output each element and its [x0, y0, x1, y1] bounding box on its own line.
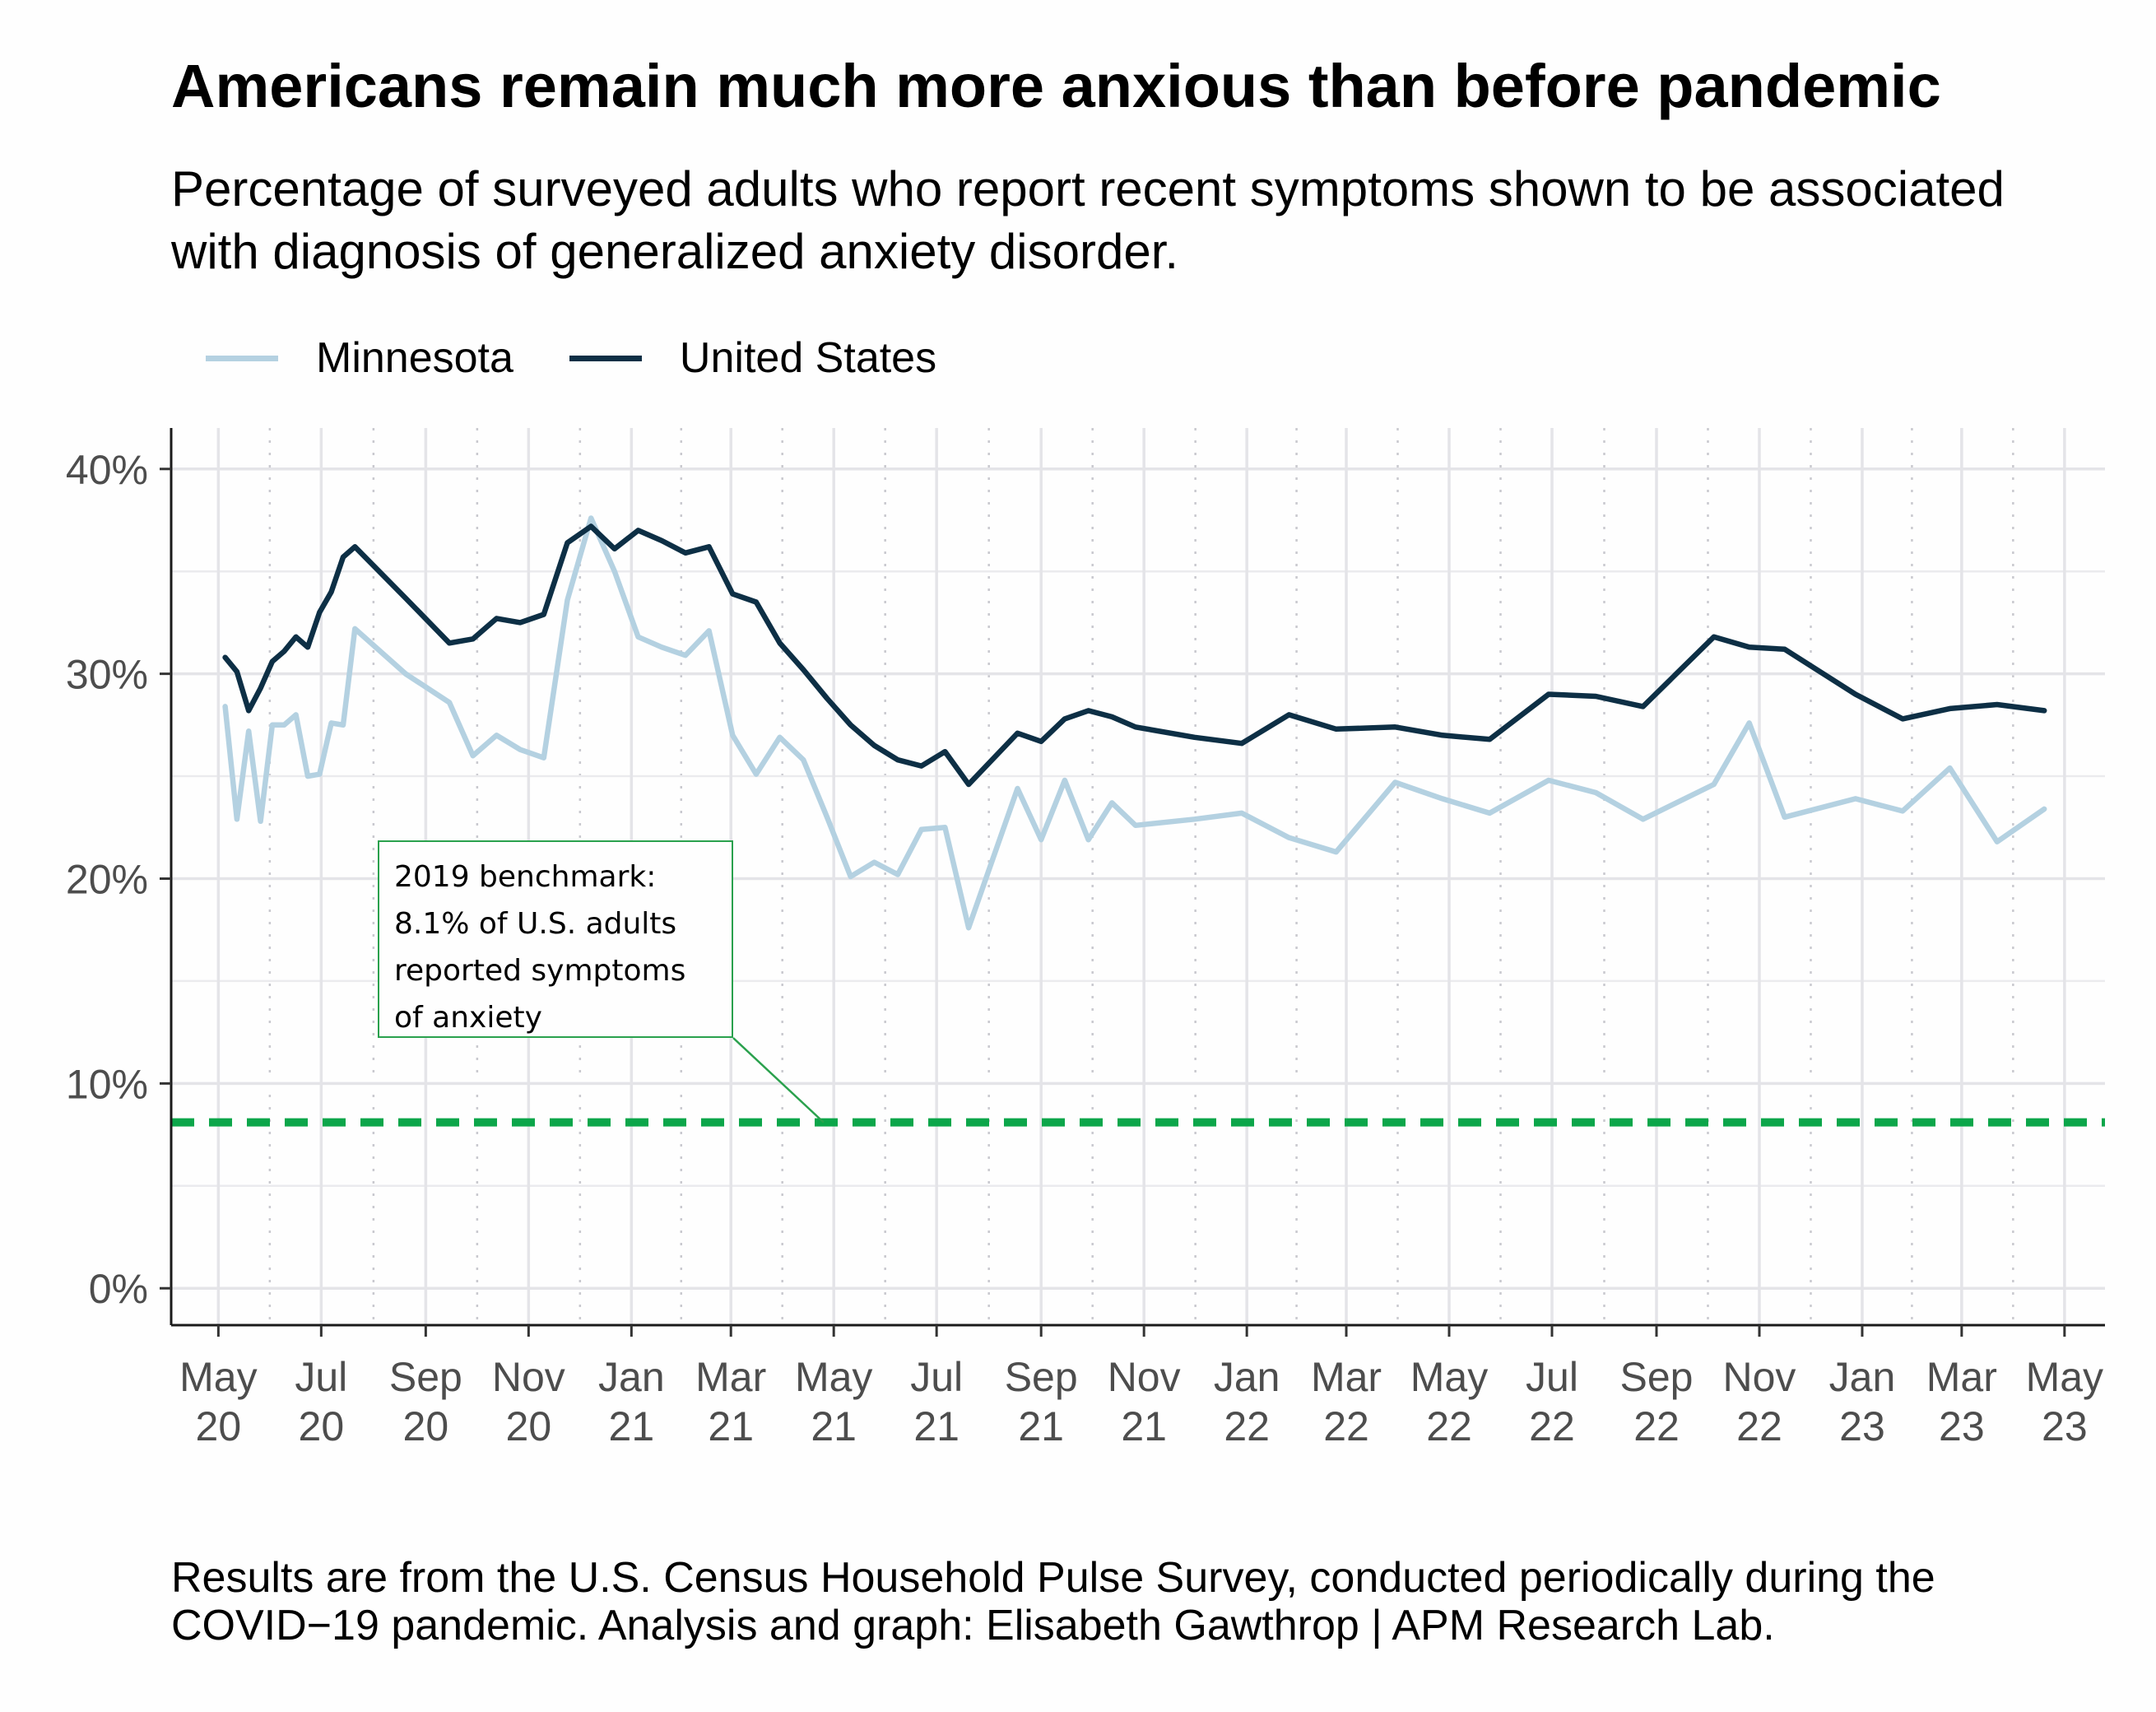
- x-tick-label: Jul 20: [295, 1354, 347, 1449]
- x-tick-label: Jul 21: [910, 1354, 963, 1449]
- y-tick-label: 30%: [66, 652, 148, 698]
- series-line-united-states: [222, 523, 2047, 788]
- legend-swatch-minnesota: [206, 355, 278, 361]
- x-tick-year: 22: [1529, 1403, 1575, 1449]
- x-tick-month: May: [2026, 1354, 2103, 1400]
- series-layer: [222, 515, 2047, 931]
- x-tick-month: Mar: [1926, 1354, 1997, 1400]
- x-tick-month: Jul: [910, 1354, 963, 1400]
- annotation-line: 8.1% of U.S. adults: [394, 907, 677, 941]
- x-tick-year: 22: [1633, 1403, 1680, 1449]
- x-tick-label: May 20: [179, 1354, 257, 1449]
- x-tick-label: Nov 21: [1108, 1354, 1181, 1449]
- x-tick-label: Sep 21: [1005, 1354, 1078, 1449]
- chart-title: Americans remain much more anxious than …: [171, 52, 1941, 120]
- annotation-leader-line: [732, 1037, 825, 1124]
- x-tick-month: Mar: [695, 1354, 766, 1400]
- legend-item-minnesota: Minnesota: [206, 333, 513, 383]
- x-tick-month: Jul: [1526, 1354, 1578, 1400]
- x-tick-label: Nov 22: [1723, 1354, 1796, 1449]
- x-tick-label: May 23: [2026, 1354, 2103, 1449]
- x-tick-month: Jan: [598, 1354, 665, 1400]
- x-tick-label: Mar 23: [1926, 1354, 1997, 1449]
- annotation-line: of anxiety: [394, 1001, 542, 1035]
- x-tick-year: 21: [1121, 1403, 1167, 1449]
- minor-vertical-gridlines: [268, 428, 2014, 1325]
- x-tick-year: 21: [913, 1403, 960, 1449]
- x-tick-year: 23: [2042, 1403, 2088, 1449]
- chart-caption: Results are from the U.S. Census Househo…: [171, 1554, 1935, 1649]
- x-tick-label: Jan 21: [598, 1354, 665, 1449]
- x-tick-label: Sep 20: [389, 1354, 462, 1449]
- x-tick-year: 22: [1323, 1403, 1369, 1449]
- x-tick-label: Jan 22: [1214, 1354, 1280, 1449]
- annotation-line: reported symptoms: [394, 954, 686, 988]
- legend-label-minnesota: Minnesota: [316, 334, 513, 382]
- x-tick-year: 22: [1736, 1403, 1782, 1449]
- x-tick-month: Jul: [295, 1354, 347, 1400]
- annotation-line: 2019 benchmark:: [394, 860, 657, 894]
- x-tick-month: Sep: [1620, 1354, 1694, 1400]
- benchmark-annotation: 2019 benchmark: 8.1% of U.S. adults repo…: [378, 840, 733, 1038]
- y-tick-label: 10%: [66, 1061, 148, 1107]
- y-tick-label: 40%: [66, 447, 148, 493]
- series-line-minnesota: [222, 515, 2047, 931]
- x-tick-year: 22: [1426, 1403, 1472, 1449]
- x-tick-label: Jan 23: [1829, 1354, 1896, 1449]
- x-tick-month: Sep: [1005, 1354, 1078, 1400]
- benchmark-layer: [171, 1037, 2105, 1127]
- x-tick-month: May: [179, 1354, 257, 1400]
- x-tick-month: Jan: [1214, 1354, 1280, 1400]
- legend-swatch-united-states: [569, 355, 642, 361]
- x-tick-label: Nov 20: [492, 1354, 565, 1449]
- legend: Minnesota United States: [206, 325, 992, 391]
- major-gridlines: [171, 428, 2105, 1325]
- x-tick-year: 23: [1939, 1403, 1985, 1449]
- y-tick-label: 20%: [66, 856, 148, 902]
- y-axis-ticks: 0% 10% 20% 30% 40%: [66, 447, 171, 1312]
- x-tick-month: Nov: [1108, 1354, 1181, 1400]
- x-tick-year: 20: [299, 1403, 345, 1449]
- x-tick-month: Mar: [1311, 1354, 1382, 1400]
- x-tick-year: 21: [1018, 1403, 1064, 1449]
- x-tick-label: May 21: [795, 1354, 872, 1449]
- x-tick-month: Jan: [1829, 1354, 1896, 1400]
- x-tick-year: 20: [506, 1403, 552, 1449]
- x-tick-label: Mar 21: [695, 1354, 766, 1449]
- x-tick-year: 21: [811, 1403, 857, 1449]
- x-tick-year: 22: [1224, 1403, 1270, 1449]
- legend-label-united-states: United States: [679, 334, 937, 382]
- x-tick-label: May 22: [1410, 1354, 1488, 1449]
- x-tick-label: Jul 22: [1526, 1354, 1578, 1449]
- x-tick-year: 21: [708, 1403, 754, 1449]
- x-tick-label: Sep 22: [1620, 1354, 1694, 1449]
- x-tick-year: 23: [1839, 1403, 1885, 1449]
- x-tick-year: 21: [609, 1403, 655, 1449]
- x-tick-month: May: [1410, 1354, 1488, 1400]
- chart-subtitle: Percentage of surveyed adults who report…: [171, 161, 2005, 279]
- x-tick-year: 20: [196, 1403, 242, 1449]
- x-tick-month: Sep: [389, 1354, 462, 1400]
- x-tick-year: 20: [403, 1403, 449, 1449]
- x-tick-month: Nov: [1723, 1354, 1796, 1400]
- axes: [170, 428, 2105, 1327]
- x-tick-month: Nov: [492, 1354, 565, 1400]
- x-tick-label: Mar 22: [1311, 1354, 1382, 1449]
- y-tick-label: 0%: [89, 1266, 148, 1312]
- x-tick-month: May: [795, 1354, 872, 1400]
- legend-item-united-states: United States: [569, 333, 936, 383]
